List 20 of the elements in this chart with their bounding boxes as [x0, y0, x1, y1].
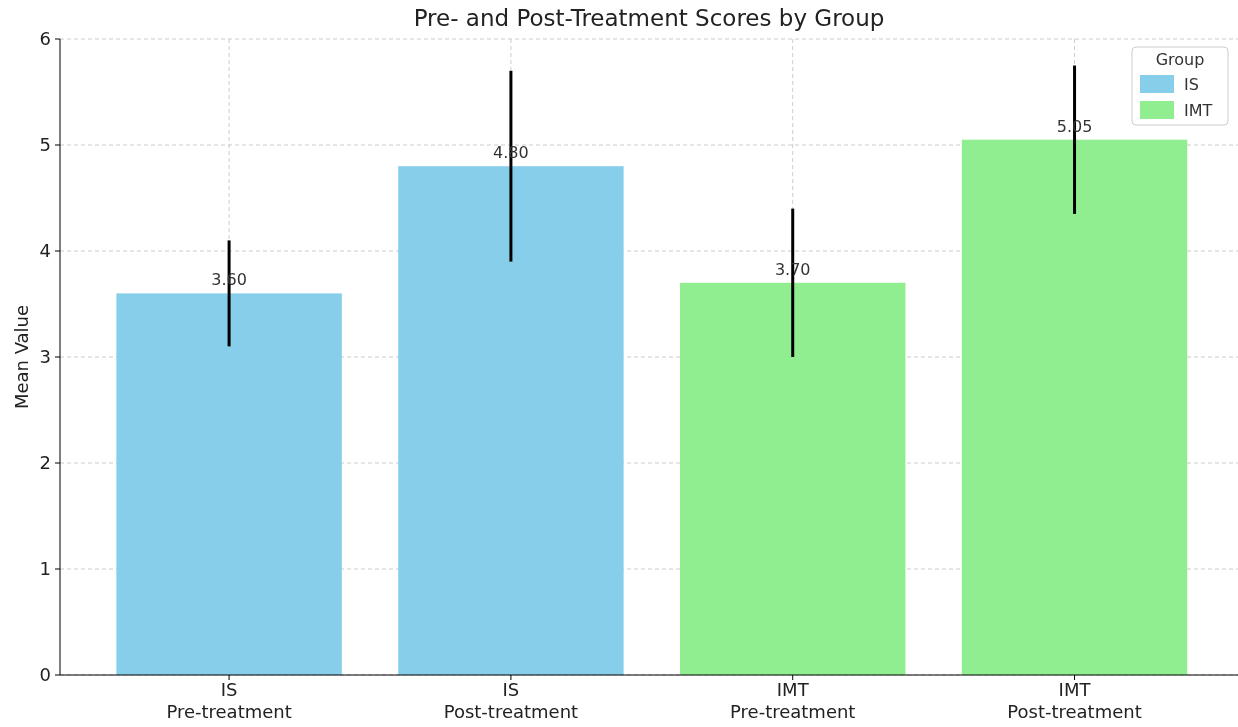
y-tick-label: 0: [39, 664, 51, 686]
bar: [961, 139, 1188, 675]
x-tick-label: IS Pre-treatment: [166, 679, 292, 722]
legend-label: IS: [1184, 74, 1199, 94]
y-axis-title: Mean Value: [11, 304, 32, 410]
y-tick-label: 3: [39, 346, 51, 368]
x-tick-label: IMT Pre-treatment: [730, 679, 856, 722]
bar: [116, 293, 342, 675]
x-tick-label: IS Post-treatment: [443, 679, 579, 722]
y-tick-label: 6: [39, 28, 51, 50]
legend-label: IMT: [1184, 100, 1213, 120]
y-tick-label: 2: [39, 452, 51, 474]
y-tick-label: 4: [39, 240, 51, 262]
y-tick-label: 5: [39, 134, 51, 156]
y-tick-label: 1: [39, 558, 51, 580]
x-tick-label: IMT Post-treatment: [1007, 679, 1142, 722]
legend-title: Group: [1155, 50, 1205, 69]
chart-title: Pre- and Post-Treatment Scores by Group: [413, 5, 885, 31]
bar: [398, 166, 624, 675]
bar: [680, 282, 906, 675]
